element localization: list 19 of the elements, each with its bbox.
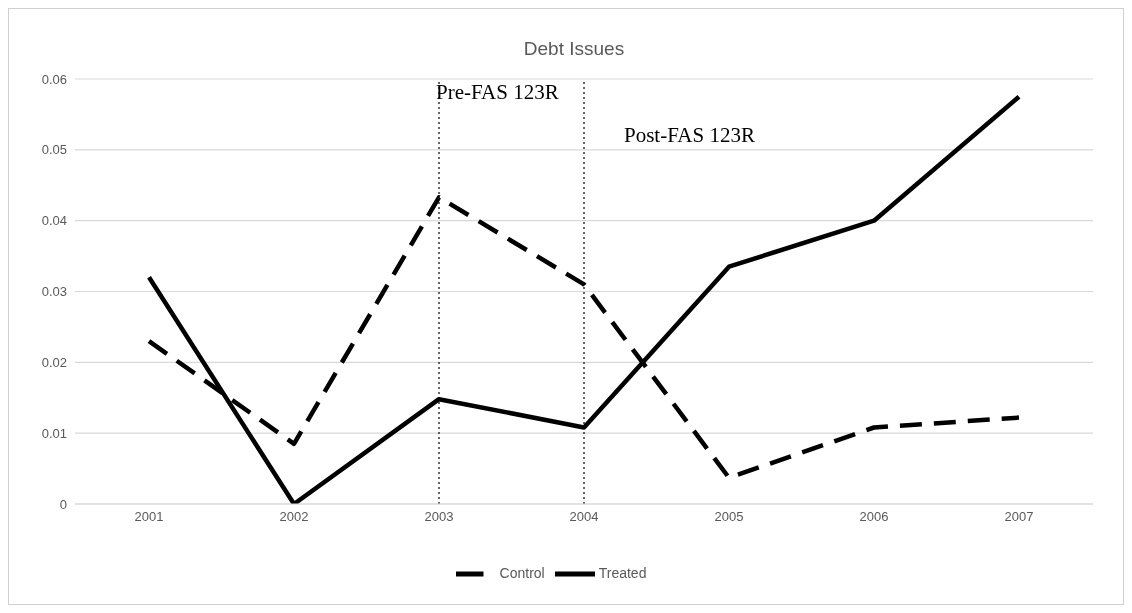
ref-line-label: Pre-FAS 123R: [436, 79, 559, 104]
x-tick-label: 2001: [134, 509, 164, 525]
y-tick-label: 0.04: [41, 213, 67, 229]
legend-label: Control: [499, 564, 545, 581]
x-tick-label: 2004: [569, 509, 599, 525]
ref-line-label: Post-FAS 123R: [624, 122, 755, 147]
x-tick-label: 2006: [859, 509, 889, 525]
x-tick-label: 2002: [279, 509, 309, 525]
y-tick-label: 0.06: [41, 71, 67, 87]
y-tick-label: 0.03: [41, 284, 67, 300]
legend-label: Treated: [598, 564, 647, 581]
y-tick-label: 0.05: [41, 142, 67, 158]
x-tick-label: 2007: [1004, 509, 1034, 525]
y-tick-label: 0.02: [41, 354, 67, 370]
x-tick-label: 2003: [424, 509, 454, 525]
x-tick-label: 2005: [714, 509, 744, 525]
chart-title: Debt Issues: [523, 38, 625, 59]
y-tick-label: 0: [59, 496, 67, 512]
y-tick-label: 0.01: [41, 425, 67, 441]
